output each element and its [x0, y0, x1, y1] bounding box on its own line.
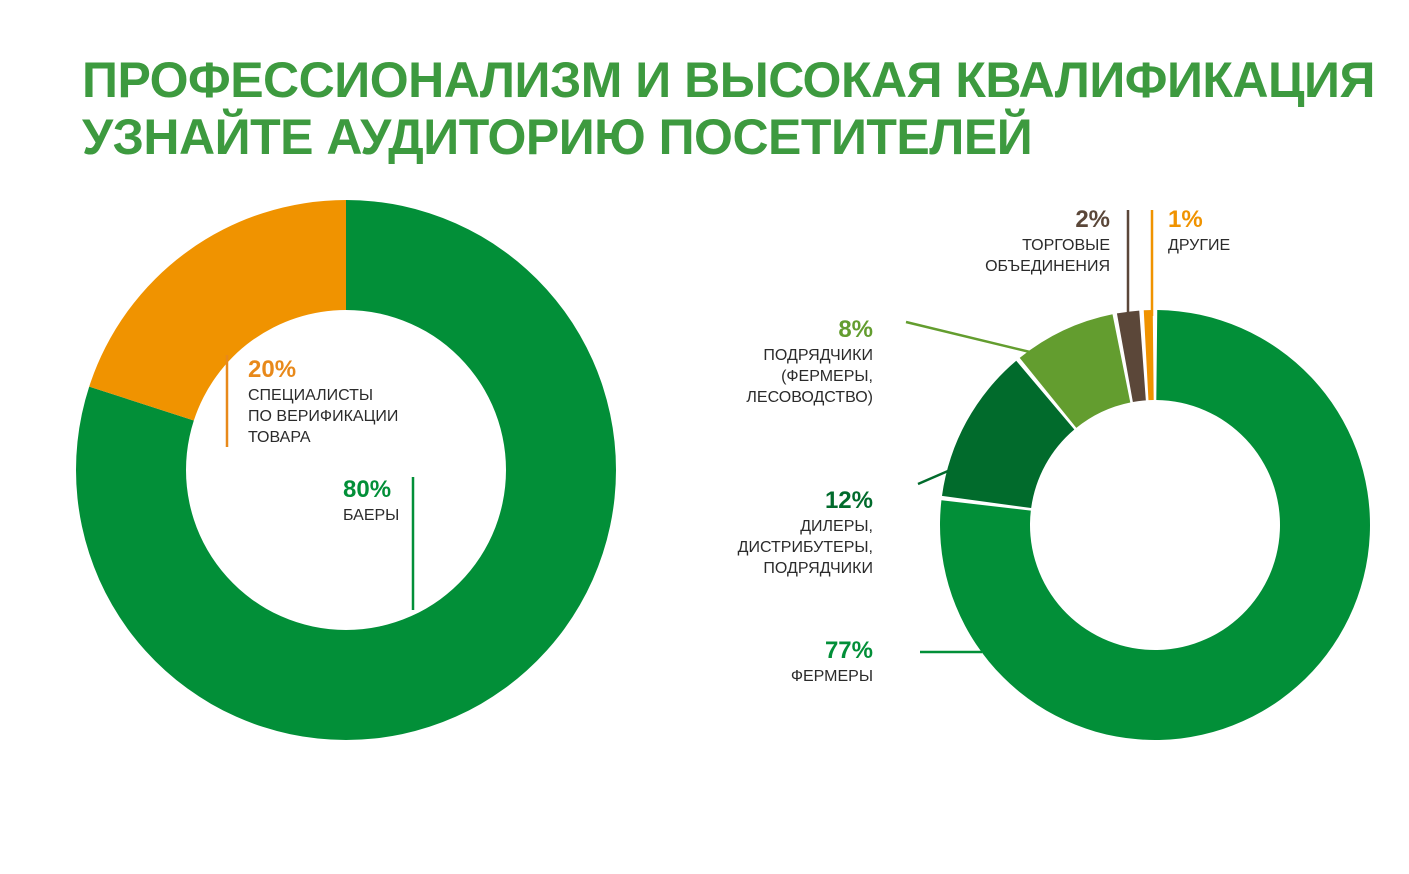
slice-label-1-2: 20% СПЕЦИАЛИСТЫ ПО ВЕРИФИКАЦИИ ТОВАРА — [225, 355, 398, 447]
slice-percent: 2% — [1075, 206, 1110, 233]
donut-chart-2: 77% ФЕРМЕРЫ 12% ДИЛЕРЫ, ДИСТРИБУТЕРЫ, ПОДРЯДЧ… — [738, 206, 1371, 740]
slice-label-1-1: 80% БАЕРЫ — [343, 476, 415, 610]
title-line-2: УЗНАЙТЕ АУДИТОРИЮ ПОСЕТИТЕЛЕЙ — [82, 109, 1033, 165]
slice-label-text: ДИЛЕРЫ, — [800, 518, 873, 535]
slice-1-1 — [75, 200, 616, 740]
slice-label-text: ПО ВЕРИФИКАЦИИ — [248, 408, 398, 425]
donut-chart-1: 80% БАЕРЫ 20% СПЕЦИАЛИСТЫ ПО ВЕРИФИКАЦИИ ТОВА… — [75, 200, 616, 740]
slice-1-2 — [89, 200, 347, 421]
slice-label-2-3: 8% ПОДРЯДЧИКИ (ФЕРМЕРЫ, ЛЕСОВОДСТВО) — [746, 316, 1031, 406]
slice-label-2-1: 77% ФЕРМЕРЫ — [791, 637, 982, 685]
slice-percent: 20% — [248, 356, 296, 383]
slice-2-1 — [940, 310, 1371, 740]
slice-2-3 — [1019, 314, 1131, 428]
slice-label-text: ПОДРЯДЧИКИ — [763, 347, 873, 364]
slice-label-2-4: 2% ТОРГОВЫЕ ОБЪЕДИНЕНИЯ — [985, 206, 1130, 316]
slice-percent: 8% — [838, 316, 873, 343]
slice-label-text: ДРУГИЕ — [1168, 237, 1230, 254]
slice-2-5 — [1143, 310, 1154, 401]
leader-line — [905, 320, 1031, 354]
slice-label-text: ПОДРЯДЧИКИ — [763, 560, 873, 577]
slice-label-text: ДИСТРИБУТЕРЫ, — [738, 539, 873, 556]
slice-label-text: ТОВАРА — [248, 429, 311, 446]
leader-line — [917, 469, 949, 486]
slice-label-text: ОБЪЕДИНЕНИЯ — [985, 258, 1110, 275]
slice-label-text: (ФЕРМЕРЫ, — [781, 368, 873, 385]
page-title: ПРОФЕССИОНАЛИЗМ И ВЫСОКАЯ КВАЛИФИКАЦИЯ У… — [82, 52, 1375, 166]
slice-2-2 — [941, 360, 1075, 509]
slice-label-text: ЛЕСОВОДСТВО) — [746, 389, 873, 406]
slice-percent: 77% — [825, 637, 873, 664]
slice-label-text: ТОРГОВЫЕ — [1022, 237, 1110, 254]
slice-label-text: СПЕЦИАЛИСТЫ — [248, 387, 373, 404]
slice-label-2-2: 12% ДИЛЕРЫ, ДИСТРИБУТЕРЫ, ПОДРЯДЧИКИ — [738, 469, 949, 577]
slice-percent: 80% — [343, 476, 391, 503]
slice-percent: 12% — [825, 487, 873, 514]
title-line-1: ПРОФЕССИОНАЛИЗМ И ВЫСОКАЯ КВАЛИФИКАЦИЯ — [82, 52, 1375, 108]
slice-percent: 1% — [1168, 206, 1203, 233]
slice-2-4 — [1116, 310, 1146, 402]
slice-label-text: БАЕРЫ — [343, 507, 399, 524]
slice-label-text: ФЕРМЕРЫ — [791, 668, 873, 685]
slice-label-2-5: 1% ДРУГИЕ — [1150, 206, 1230, 316]
